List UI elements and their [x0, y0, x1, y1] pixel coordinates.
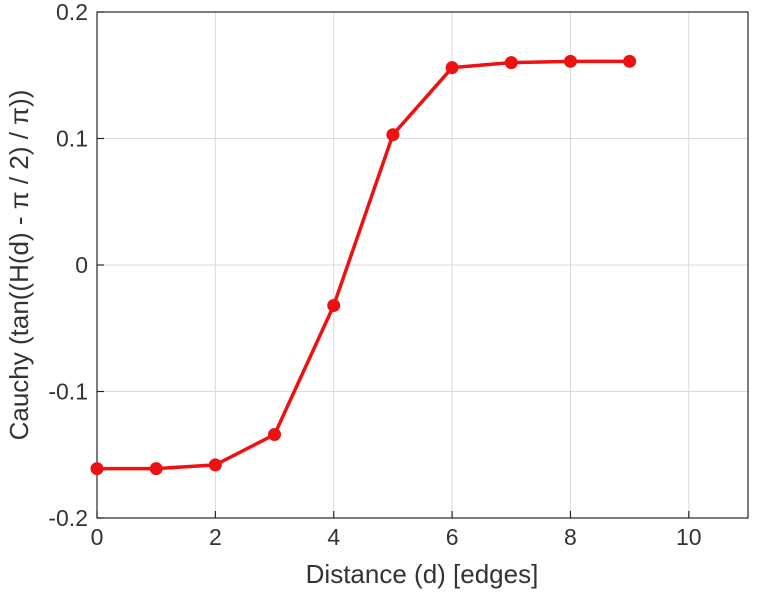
- y-tick-label: 0.2: [56, 0, 88, 25]
- x-tick-label: 8: [564, 524, 577, 550]
- data-point: [208, 458, 222, 472]
- tick-labels-layer: 0 2 4 6 8 10 -0.2 -0.1 0 0.1 0.2: [48, 0, 701, 550]
- y-tick-label: -0.2: [48, 505, 88, 531]
- data-line: [95, 59, 632, 471]
- data-point: [445, 61, 459, 75]
- data-point: [149, 462, 163, 476]
- x-tick-label: 0: [91, 524, 104, 550]
- data-point: [563, 54, 577, 68]
- data-point: [504, 56, 518, 70]
- x-tick-label: 4: [327, 524, 340, 550]
- data-point: [386, 128, 400, 142]
- x-tick-label: 10: [676, 524, 702, 550]
- x-tick-label: 2: [209, 524, 222, 550]
- data-point: [268, 428, 282, 442]
- data-point: [90, 462, 104, 476]
- x-axis-label: Distance (d) [edges]: [306, 559, 539, 589]
- y-tick-label: 0.1: [56, 126, 88, 152]
- y-tick-label: 0: [75, 252, 88, 278]
- y-tick-label: -0.1: [48, 379, 88, 405]
- data-point: [327, 298, 341, 312]
- axis-layer: [96, 11, 749, 519]
- x-tick-label: 6: [446, 524, 459, 550]
- y-axis-label: Cauchy (tan((H(d) - π / 2) / π)): [4, 90, 34, 441]
- data-point: [623, 54, 637, 68]
- grid-layer: [96, 11, 748, 519]
- series-layer: [90, 54, 637, 476]
